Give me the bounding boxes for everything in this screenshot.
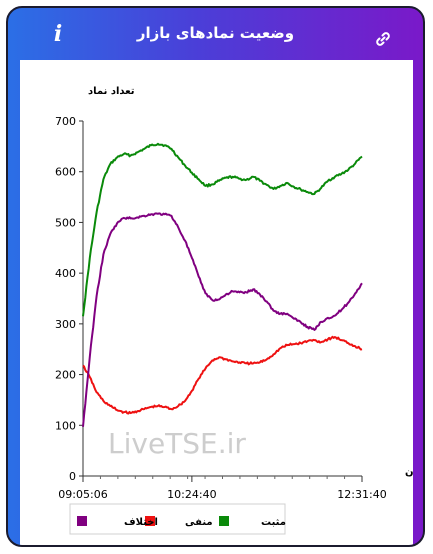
series-layer — [82, 142, 363, 427]
legend-label-difference: اختلاف — [124, 517, 158, 528]
link-icon[interactable] — [374, 30, 392, 48]
series-positive-line — [82, 142, 363, 317]
y-tick-label: 300 — [55, 318, 76, 331]
watermark: LiveTSE.ir — [108, 427, 246, 460]
card-header: i وضعیت نمادهای بازار — [8, 8, 423, 60]
legend-swatch-positive — [219, 516, 229, 526]
y-tick-label: 200 — [55, 369, 76, 382]
x-axis-label: زمان — [405, 467, 413, 478]
card-title: وضعیت نمادهای بازار — [136, 24, 295, 42]
legend-box — [69, 503, 286, 535]
line-chart: تعداد نماد زمان LiveTSE.ir 0 100 200 300 400… — [55, 86, 423, 535]
legend-label-negative: منفی — [185, 517, 213, 528]
y-tick-label: 0 — [69, 470, 76, 483]
series-difference-line — [82, 212, 363, 427]
y-tick-label: 100 — [55, 419, 76, 432]
legend-label-positive: مثبت — [261, 517, 286, 528]
legend-item-positive[interactable]: مثبت — [219, 516, 286, 528]
x-tick-label: 12:31:40 — [337, 488, 386, 501]
legend-swatch-negative — [145, 516, 155, 526]
chart-panel: تعداد نماد زمان LiveTSE.ir 0 100 200 300 400… — [20, 60, 423, 545]
info-icon[interactable]: i — [53, 21, 63, 47]
legend-swatch-difference — [77, 516, 87, 526]
y-tick-label: 400 — [55, 267, 76, 280]
x-tick-label: 09:05:06 — [58, 488, 107, 501]
legend: مثبت منفی اختلاف — [69, 503, 286, 535]
market-status-card: i وضعیت نمادهای بازار تعداد نماد زمان Li… — [6, 6, 425, 547]
y-tick-label: 700 — [55, 115, 76, 128]
y-tick-label: 600 — [55, 166, 76, 179]
legend-item-negative[interactable]: منفی — [145, 516, 213, 528]
legend-item-difference[interactable]: اختلاف — [77, 516, 158, 528]
axes: 0 100 200 300 400 500 600 700 09:05:06 10:24:40 12… — [55, 115, 387, 501]
series-negative-line — [82, 335, 363, 415]
y-axis-label: تعداد نماد — [88, 86, 135, 97]
x-tick-label: 10:24:40 — [167, 488, 216, 501]
y-tick-label: 500 — [55, 216, 76, 229]
